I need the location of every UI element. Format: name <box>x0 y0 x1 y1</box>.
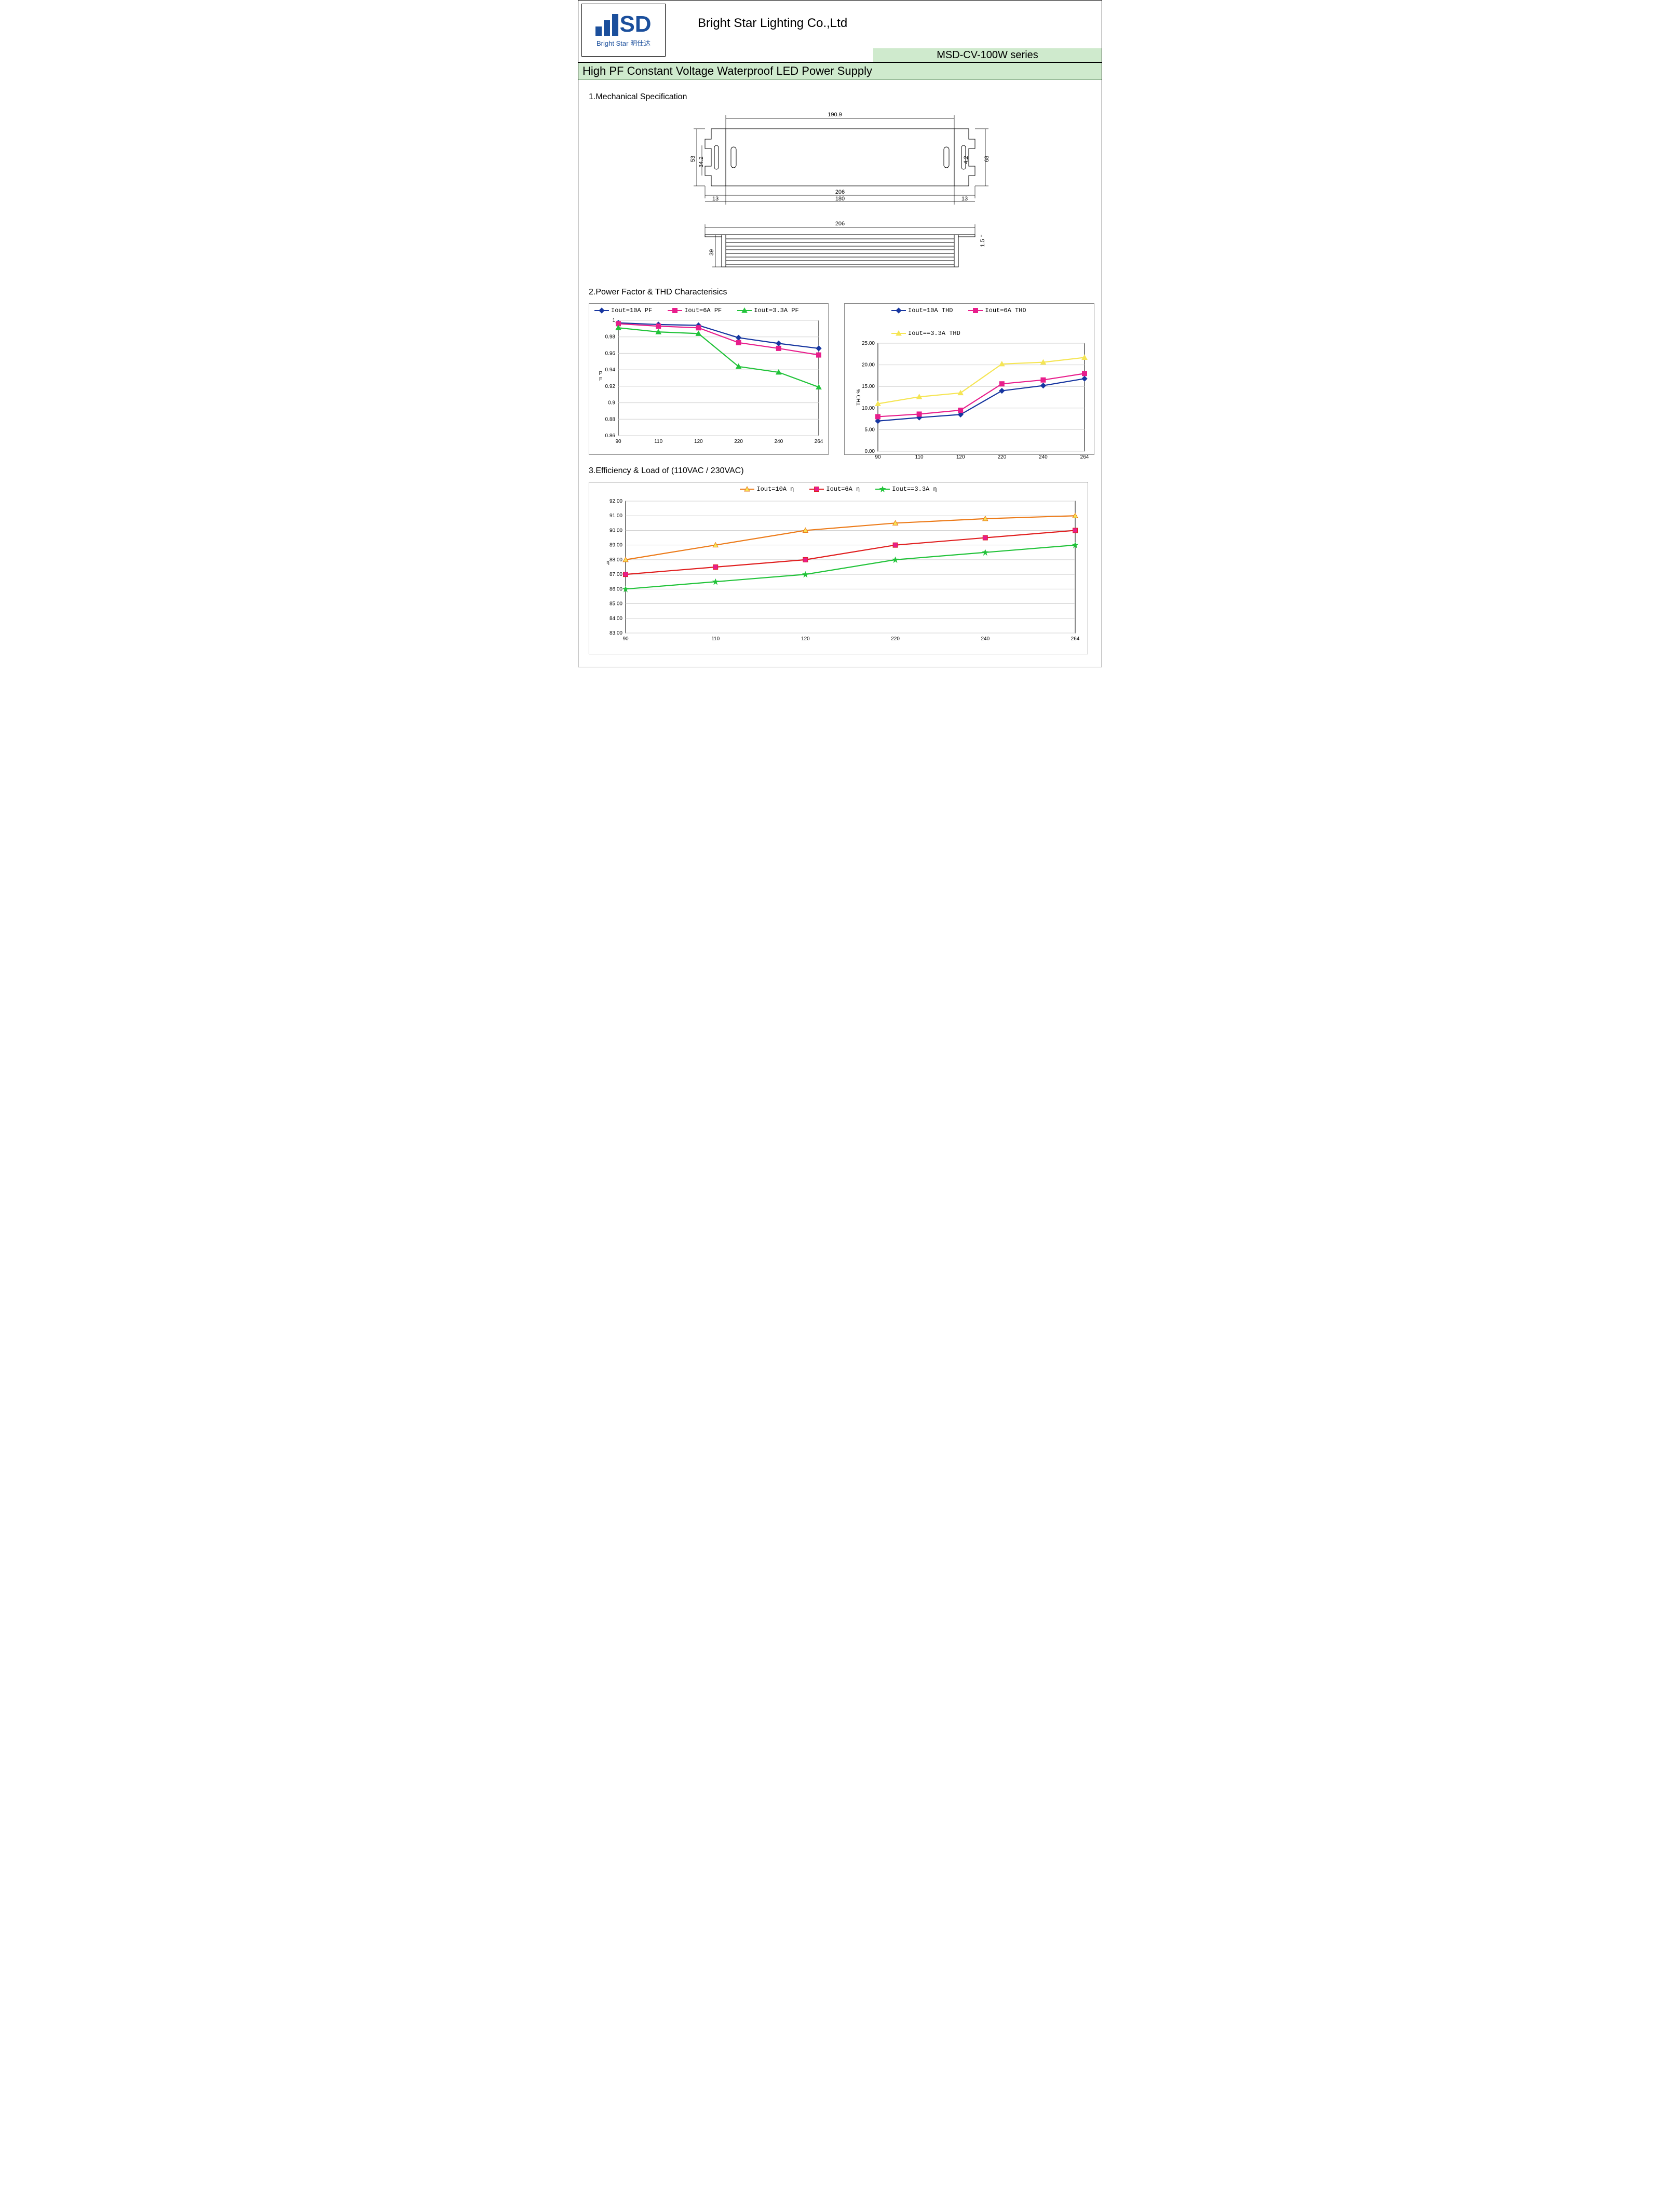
chart-eff: Iout=10A η Iout=6A η Iout==3.3A η 83.00 8… <box>589 482 1088 654</box>
content: 1.Mechanical Specification <box>578 80 1102 667</box>
svg-text:120: 120 <box>801 636 810 642</box>
legend-item: Iout=6A THD <box>968 307 1026 314</box>
section-pf-title: 2.Power Factor & THD Characterisics <box>589 288 1091 297</box>
svg-text:84.00: 84.00 <box>609 616 622 622</box>
chart-thd: Iout=10A THD Iout=6A THD Iout==3.3A THD … <box>844 303 1094 455</box>
thd-legend: Iout=10A THD Iout=6A THD Iout==3.3A THD <box>845 304 1094 338</box>
svg-text:0.98: 0.98 <box>605 334 616 340</box>
pf-legend: Iout=10A PF Iout=6A PF Iout=3.3A PF <box>589 304 828 315</box>
svg-text:0.92: 0.92 <box>605 384 616 389</box>
svg-text:120: 120 <box>694 439 703 445</box>
drawing-top-view: 190.9 206 180 13 13 68 53 34.2 4.2 <box>674 108 1006 207</box>
svg-text:240: 240 <box>981 636 990 642</box>
dim-outer-width: 206 <box>835 189 845 195</box>
svg-text:86.00: 86.00 <box>609 586 622 592</box>
svg-text:220: 220 <box>997 454 1006 460</box>
dim-slot-pitch: 4.2 <box>963 156 969 164</box>
svg-text:90: 90 <box>615 439 621 445</box>
svg-text:92.00: 92.00 <box>609 499 622 504</box>
legend-item: Iout=6A η <box>809 486 860 493</box>
svg-text:88.00: 88.00 <box>609 557 622 563</box>
svg-text:10.00: 10.00 <box>862 406 875 411</box>
svg-text:220: 220 <box>891 636 900 642</box>
legend-item: Iout=10A η <box>740 486 794 493</box>
chart-pf: Iout=10A PF Iout=6A PF Iout=3.3A PF 0.86… <box>589 303 829 455</box>
svg-text:THD %: THD % <box>856 389 862 406</box>
svg-text:240: 240 <box>774 439 783 445</box>
svg-text:120: 120 <box>956 454 965 460</box>
logo-text: SD <box>619 13 651 36</box>
svg-text:η: η <box>606 560 609 565</box>
section-eff-title: 3.Efficiency & Load of (110VAC / 230VAC) <box>589 466 1091 476</box>
header: SD Bright Star 明仕达 Bright Star Lighting … <box>578 1 1102 63</box>
svg-text:5.00: 5.00 <box>865 427 875 433</box>
svg-text:85.00: 85.00 <box>609 601 622 607</box>
svg-text:1: 1 <box>612 318 615 324</box>
svg-text:90.00: 90.00 <box>609 528 622 533</box>
pf-thd-row: Iout=10A PF Iout=6A PF Iout=3.3A PF 0.86… <box>589 303 1091 455</box>
svg-text:91.00: 91.00 <box>609 513 622 519</box>
svg-text:0.9: 0.9 <box>608 400 615 406</box>
svg-text:83.00: 83.00 <box>609 630 622 636</box>
legend-item: Iout=10A THD <box>891 307 953 314</box>
dim-slot-h: 34.2 <box>698 156 704 167</box>
logo-bars <box>595 14 618 36</box>
dim-top-width: 190.9 <box>828 112 842 118</box>
svg-text:110: 110 <box>711 636 720 642</box>
svg-text:0.00: 0.00 <box>865 449 875 454</box>
page: SD Bright Star 明仕达 Bright Star Lighting … <box>578 0 1102 667</box>
svg-text:89.00: 89.00 <box>609 543 622 548</box>
dim-flange-r: 13 <box>961 196 968 202</box>
svg-text:220: 220 <box>734 439 743 445</box>
svg-text:0.96: 0.96 <box>605 351 616 356</box>
svg-text:110: 110 <box>654 439 662 445</box>
svg-text:90: 90 <box>622 636 629 642</box>
dim-side-height: 39 <box>709 249 715 255</box>
mechanical-drawings: 190.9 206 180 13 13 68 53 34.2 4.2 <box>589 108 1091 276</box>
eff-legend: Iout=10A η Iout=6A η Iout==3.3A η <box>589 482 1088 494</box>
legend-item: Iout=3.3A PF <box>737 307 798 314</box>
svg-text:87.00: 87.00 <box>609 572 622 577</box>
section-mech-title: 1.Mechanical Specification <box>589 92 1091 102</box>
legend-item: Iout==3.3A THD <box>891 330 960 337</box>
page-title: High PF Constant Voltage Waterproof LED … <box>578 63 1102 80</box>
dim-full-h: 53 <box>690 156 696 162</box>
svg-text:P: P <box>599 371 603 376</box>
dim-height: 68 <box>984 156 990 162</box>
legend-item: Iout==3.3A η <box>875 486 937 493</box>
svg-text:0.88: 0.88 <box>605 416 616 422</box>
legend-item: Iout=10A PF <box>594 307 652 314</box>
svg-text:90: 90 <box>875 454 881 460</box>
svg-text:0.94: 0.94 <box>605 367 616 373</box>
dim-flange-l: 13 <box>712 196 719 202</box>
legend-item: Iout=6A PF <box>668 307 722 314</box>
dim-inner-width: 180 <box>835 196 845 202</box>
svg-text:264: 264 <box>1080 454 1089 460</box>
svg-text:264: 264 <box>1071 636 1080 642</box>
svg-text:20.00: 20.00 <box>862 362 875 368</box>
svg-text:15.00: 15.00 <box>862 384 875 389</box>
drawing-side-view: 206 39 1.5 <box>674 219 1006 276</box>
dim-lip: 1.5 <box>980 239 986 247</box>
dim-side-width: 206 <box>835 221 845 227</box>
series-label: MSD-CV-100W series <box>873 48 1102 62</box>
svg-text:25.00: 25.00 <box>862 341 875 346</box>
svg-text:0.86: 0.86 <box>605 433 616 439</box>
svg-text:264: 264 <box>815 439 823 445</box>
svg-text:F: F <box>599 376 602 382</box>
company-name: Bright Star Lighting Co.,Ltd <box>698 16 847 31</box>
svg-text:110: 110 <box>915 454 924 460</box>
logo-subtitle: Bright Star 明仕达 <box>597 38 651 48</box>
logo: SD Bright Star 明仕达 <box>581 4 666 57</box>
svg-text:240: 240 <box>1039 454 1048 460</box>
